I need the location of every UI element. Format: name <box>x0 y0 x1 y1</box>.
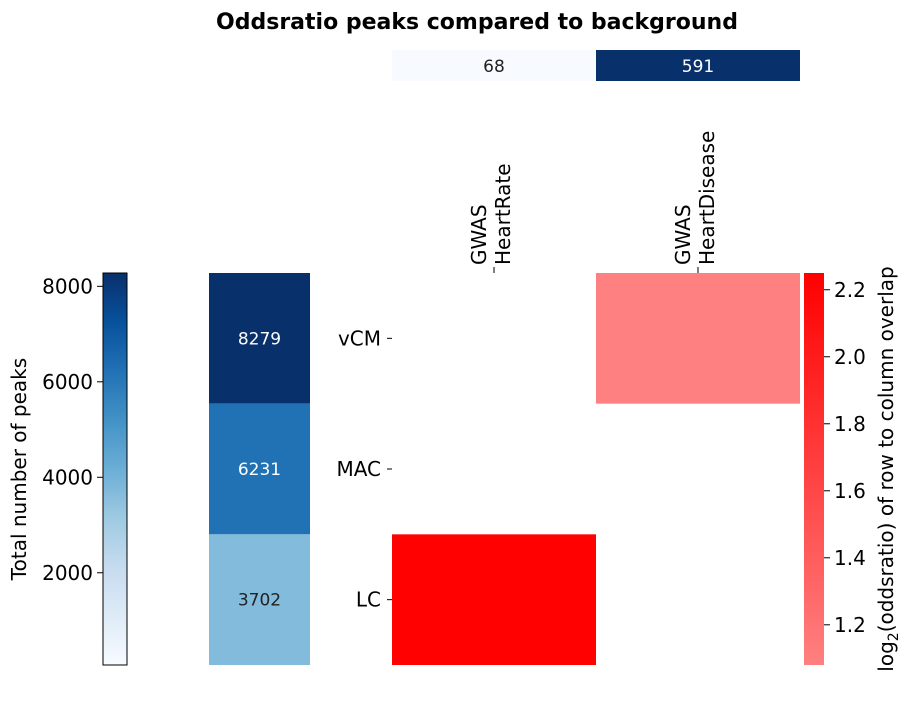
column-labels: GWASHeartRate GWASHeartDisease <box>467 131 719 273</box>
row-total-cell <box>209 534 310 665</box>
left-colorbar-tick-label: 6000 <box>42 370 93 394</box>
column-label: GWASHeartRate <box>467 163 515 265</box>
column-total-label: 68 <box>483 57 505 77</box>
right-colorbar-label-suffix: (oddsratio) of row to column overlap <box>874 266 898 632</box>
left-colorbar-ticks: 2000 4000 6000 8000 <box>42 274 103 585</box>
right-colorbar-ticks: 1.2 1.4 1.6 1.8 2.0 2.2 <box>824 278 866 637</box>
row-total-cell <box>209 273 310 404</box>
column-label: GWASHeartDisease <box>671 131 719 265</box>
right-colorbar-tick-label: 1.2 <box>834 613 866 637</box>
row-totals-strip: 8279 6231 3702 <box>209 273 310 665</box>
left-colorbar-tick-label: 4000 <box>42 465 93 489</box>
row-total-label: 3702 <box>238 591 281 611</box>
column-total-label: 591 <box>682 57 714 77</box>
column-label-line: GWAS <box>671 204 695 265</box>
right-colorbar-label: log2(oddsratio) of row to column overlap <box>874 266 902 671</box>
column-label-line: HeartRate <box>491 163 515 265</box>
row-label: vCM <box>338 326 381 350</box>
row-total-cell <box>209 403 310 535</box>
left-colorbar-tick-label: 8000 <box>42 274 93 298</box>
left-colorbar-label: Total number of peaks <box>7 358 31 581</box>
right-colorbar-tick-label: 1.4 <box>834 546 866 570</box>
left-colorbar-tick-label: 2000 <box>42 561 93 585</box>
column-total-cell <box>392 50 596 81</box>
right-colorbar <box>804 273 824 665</box>
column-totals-strip: 68 591 <box>392 50 800 81</box>
left-colorbar <box>102 272 128 666</box>
row-label: LC <box>356 588 381 612</box>
right-colorbar-label-prefix: log <box>874 641 898 672</box>
right-colorbar-tick-label: 2.2 <box>834 278 866 302</box>
heatmap-matrix <box>392 273 800 665</box>
row-label: MAC <box>336 457 381 481</box>
column-label-line: GWAS <box>467 204 491 265</box>
chart-title: Oddsratio peaks compared to background <box>216 10 738 35</box>
right-colorbar-tick-label: 1.6 <box>834 479 866 503</box>
row-total-label: 8279 <box>238 329 281 349</box>
column-label-line: HeartDisease <box>695 131 719 265</box>
row-labels: vCM MAC LC <box>336 326 392 612</box>
row-total-label: 6231 <box>238 460 281 480</box>
heatmap-cell <box>596 273 800 404</box>
right-colorbar-tick-label: 1.8 <box>834 412 866 436</box>
right-colorbar-label-subscript: 2 <box>886 632 902 641</box>
column-total-cell <box>596 50 800 81</box>
heatmap-cell <box>392 534 596 665</box>
right-colorbar-tick-label: 2.0 <box>834 345 866 369</box>
